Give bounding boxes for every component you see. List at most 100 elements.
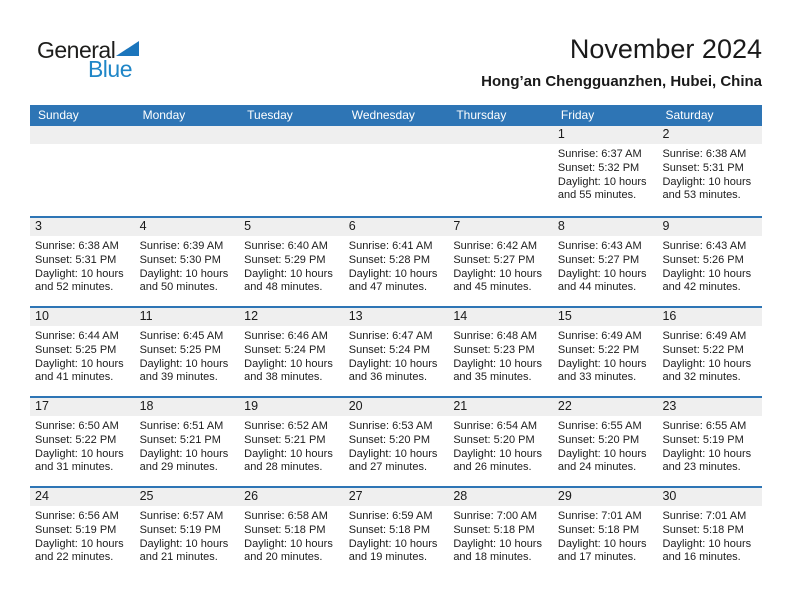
day-info-line: Sunset: 5:19 PM (662, 433, 744, 446)
day-info-line: Sunrise: 6:55 AM (557, 420, 642, 432)
day-info-line: Sunset: 5:22 PM (35, 433, 117, 446)
day-number: 11 (134, 308, 240, 326)
day-number: 25 (134, 488, 240, 506)
day-info: Sunrise: 6:52 AM Sunset: 5:21 PM Daylight:… (239, 416, 344, 475)
day-info-line: and 24 minutes. (557, 461, 637, 474)
day-info: Sunrise: 6:56 AM Sunset: 5:19 PM Daylight:… (30, 506, 135, 565)
day-number (30, 126, 135, 144)
day-info-line: Sunset: 5:21 PM (139, 433, 221, 446)
day-info: Sunrise: 6:55 AM Sunset: 5:20 PM Daylight:… (553, 416, 658, 475)
day-info-line: and 23 minutes. (662, 461, 741, 474)
day-info-line: Sunrise: 6:40 AM (244, 240, 328, 252)
day-info-line: and 45 minutes. (453, 281, 532, 294)
day-number (239, 126, 344, 144)
day-info-line: Sunset: 5:18 PM (453, 523, 535, 536)
day-number: 18 (134, 398, 240, 416)
day-info-line: Sunrise: 6:42 AM (453, 240, 538, 252)
day-info: Sunrise: 6:45 AM Sunset: 5:25 PM Daylight:… (135, 326, 240, 385)
day-number: 23 (657, 398, 763, 416)
day-info: Sunrise: 6:37 AM Sunset: 5:32 PM Daylight:… (553, 144, 658, 203)
day-number: 30 (657, 488, 763, 506)
calendar-day-cell: 3 Sunrise: 6:38 AM Sunset: 5:31 PM Daylight… (30, 218, 135, 306)
day-number: 28 (448, 488, 553, 506)
day-info: Sunrise: 6:55 AM Sunset: 5:19 PM Daylight:… (657, 416, 762, 475)
day-info-line: Sunrise: 6:46 AM (244, 330, 328, 342)
day-info-line: Daylight: 10 hours (348, 537, 438, 550)
day-info (239, 144, 344, 148)
day-number: 17 (30, 398, 135, 416)
page-subtitle: Hong’an Chengguanzhen, Hubei, China (481, 73, 762, 90)
day-info-line: and 44 minutes. (557, 281, 637, 294)
day-info-line: Sunrise: 6:48 AM (453, 330, 538, 342)
day-info-line: Sunrise: 6:54 AM (453, 420, 538, 432)
week-row: 10 Sunrise: 6:44 AM Sunset: 5:25 PM Dayligh… (30, 306, 763, 396)
day-info: Sunrise: 6:54 AM Sunset: 5:20 PM Daylight:… (448, 416, 553, 475)
day-info: Sunrise: 6:57 AM Sunset: 5:19 PM Daylight:… (135, 506, 240, 565)
day-info-line: Daylight: 10 hours (557, 357, 647, 370)
day-info: Sunrise: 6:43 AM Sunset: 5:26 PM Daylight:… (657, 236, 762, 295)
calendar-day-cell: 7 Sunrise: 6:42 AM Sunset: 5:27 PM Daylight… (448, 218, 553, 306)
day-info-line: and 22 minutes. (35, 551, 114, 564)
day-info-line: Sunset: 5:26 PM (662, 253, 744, 266)
calendar-weeks: 1 Sunrise: 6:37 AM Sunset: 5:32 PM Daylight… (30, 126, 763, 576)
day-info-line: Daylight: 10 hours (557, 537, 647, 550)
weekday-header-monday: Monday (142, 108, 186, 122)
calendar-day-cell: 6 Sunrise: 6:41 AM Sunset: 5:28 PM Daylight… (343, 218, 449, 306)
day-number: 2 (657, 126, 763, 144)
day-info-line: Daylight: 10 hours (244, 267, 333, 280)
calendar-day-cell: 17 Sunrise: 6:50 AM Sunset: 5:22 PM Dayligh… (30, 398, 135, 486)
day-info: Sunrise: 6:46 AM Sunset: 5:24 PM Daylight:… (239, 326, 344, 385)
day-info-line: Sunset: 5:19 PM (139, 523, 221, 536)
day-info-line: and 27 minutes. (348, 461, 428, 474)
calendar-empty-cell (30, 126, 135, 216)
weekday-header-saturday: Saturday (665, 108, 714, 122)
day-info-line: Sunset: 5:21 PM (244, 433, 326, 446)
calendar-empty-cell (448, 126, 553, 216)
day-info-line: Sunrise: 6:53 AM (348, 420, 433, 432)
day-info-line: and 36 minutes. (348, 371, 428, 384)
day-info: Sunrise: 6:44 AM Sunset: 5:25 PM Daylight:… (30, 326, 135, 385)
calendar-day-cell: 13 Sunrise: 6:47 AM Sunset: 5:24 PM Dayligh… (343, 308, 449, 396)
day-info-line: Daylight: 10 hours (453, 447, 542, 460)
day-info-line: Sunset: 5:28 PM (348, 253, 431, 266)
day-info-line: and 39 minutes. (139, 371, 218, 384)
calendar-day-cell: 14 Sunrise: 6:48 AM Sunset: 5:23 PM Dayligh… (448, 308, 553, 396)
day-info-line: Sunrise: 6:45 AM (139, 330, 224, 342)
day-info: Sunrise: 6:50 AM Sunset: 5:22 PM Daylight:… (30, 416, 135, 475)
day-info-line: Daylight: 10 hours (35, 537, 124, 550)
calendar-day-cell: 21 Sunrise: 6:54 AM Sunset: 5:20 PM Dayligh… (448, 398, 553, 486)
day-info-line: Daylight: 10 hours (662, 537, 752, 550)
day-info-line: Sunset: 5:27 PM (557, 253, 640, 266)
day-info-line: Sunrise: 6:39 AM (139, 240, 224, 252)
day-info-line: and 17 minutes. (557, 551, 637, 564)
day-number: 4 (134, 218, 240, 236)
day-info-line: and 32 minutes. (662, 371, 741, 384)
day-info-line: Sunrise: 7:01 AM (557, 510, 642, 522)
day-info-line: Sunset: 5:18 PM (662, 523, 744, 536)
calendar-day-cell: 18 Sunrise: 6:51 AM Sunset: 5:21 PM Dayligh… (134, 398, 240, 486)
day-number: 20 (343, 398, 449, 416)
calendar-empty-cell (343, 126, 449, 216)
day-info-line: and 52 minutes. (35, 281, 114, 294)
logo-text-general: General (37, 37, 116, 63)
calendar-day-cell: 25 Sunrise: 6:57 AM Sunset: 5:19 PM Dayligh… (134, 488, 240, 576)
day-info-line: Daylight: 10 hours (35, 267, 124, 280)
calendar-empty-cell (134, 126, 240, 216)
day-info-line: and 55 minutes. (557, 189, 637, 202)
day-info: Sunrise: 6:38 AM Sunset: 5:31 PM Daylight:… (657, 144, 762, 203)
calendar-day-cell: 23 Sunrise: 6:55 AM Sunset: 5:19 PM Dayligh… (657, 398, 763, 486)
day-info-line: Sunrise: 6:49 AM (557, 330, 642, 342)
calendar-day-cell: 11 Sunrise: 6:45 AM Sunset: 5:25 PM Dayligh… (134, 308, 240, 396)
logo-text-blue: Blue (87, 56, 133, 82)
title-block: November 2024 Hong’an Chengguanzhen, Hub… (481, 34, 762, 90)
calendar-day-cell: 29 Sunrise: 7:01 AM Sunset: 5:18 PM Dayligh… (552, 488, 658, 576)
day-info-line: Daylight: 10 hours (244, 537, 333, 550)
calendar-day-cell: 19 Sunrise: 6:52 AM Sunset: 5:21 PM Dayligh… (239, 398, 344, 486)
day-info-line: Sunset: 5:18 PM (348, 523, 431, 536)
day-info-line: Sunrise: 6:43 AM (557, 240, 642, 252)
day-info: Sunrise: 6:43 AM Sunset: 5:27 PM Daylight:… (553, 236, 658, 295)
day-info-line: Sunset: 5:20 PM (453, 433, 535, 446)
day-info-line: Sunset: 5:18 PM (244, 523, 326, 536)
day-info-line: Sunrise: 6:52 AM (244, 420, 328, 432)
day-info: Sunrise: 7:01 AM Sunset: 5:18 PM Daylight:… (553, 506, 658, 565)
